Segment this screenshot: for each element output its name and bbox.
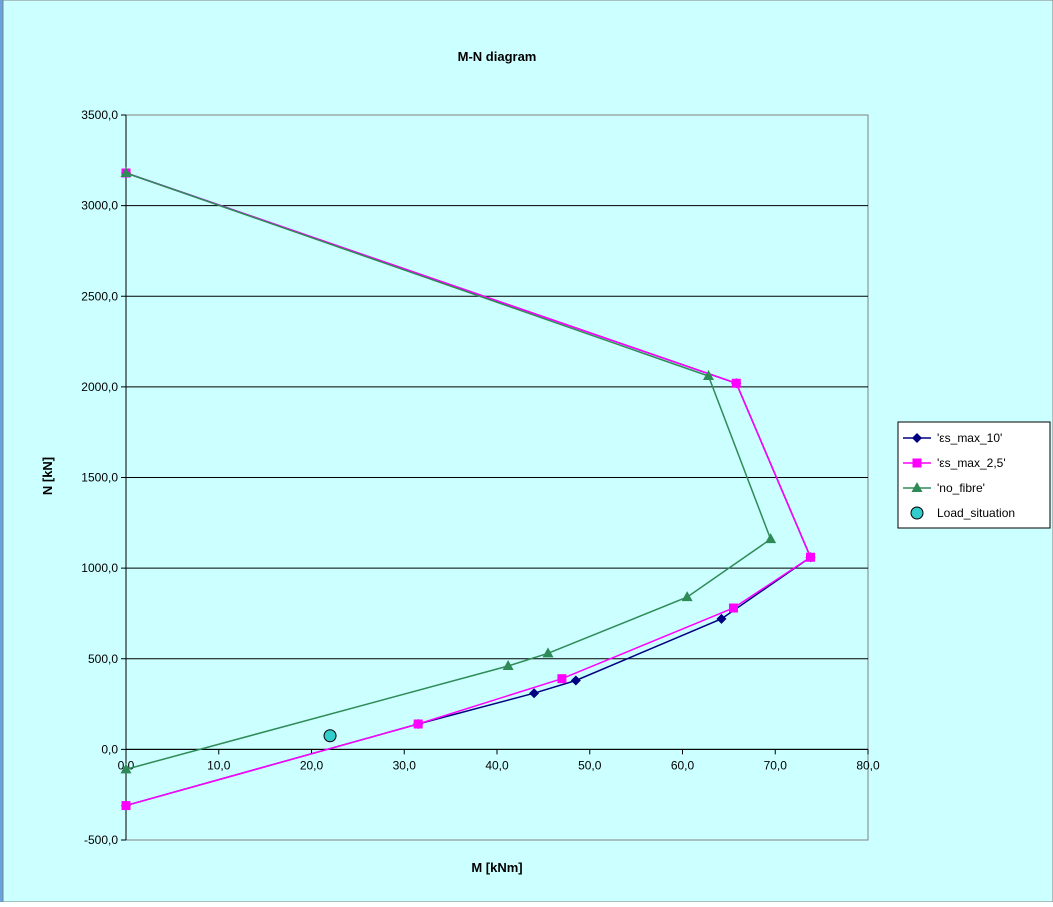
y-tick-label: 3500,0	[81, 108, 118, 122]
data-point	[529, 688, 540, 699]
legend-marker	[911, 482, 923, 492]
data-point	[502, 660, 514, 670]
axes: -500,0 0,0 500,0 1000,0 1500,0 2000,0 2500,0 30…	[81, 108, 880, 847]
x-tick-label: 40,0	[485, 758, 509, 772]
legend-label: 'εs_max_10'	[937, 431, 1002, 445]
x-tick-label: 10,0	[207, 758, 231, 772]
series-1	[121, 168, 815, 811]
data-point	[702, 370, 714, 380]
y-tick-label: 1500,0	[81, 471, 118, 485]
legend-item: 'no_fibre'	[903, 481, 985, 495]
series-2	[120, 167, 777, 774]
legend-label: Load_situation	[937, 506, 1015, 520]
x-tick-label: 70,0	[764, 758, 788, 772]
data-series	[120, 167, 816, 811]
data-point	[323, 729, 337, 743]
data-point	[413, 719, 423, 729]
x-tick-label: 80,0	[856, 758, 880, 772]
legend-label: 'no_fibre'	[937, 481, 985, 495]
series-3	[323, 729, 337, 743]
y-axis-title: N [kN]	[40, 457, 55, 495]
legend-marker	[912, 458, 922, 468]
data-point	[729, 603, 739, 613]
x-tick-label: 20,0	[300, 758, 324, 772]
y-tick-label: -500,0	[84, 833, 118, 847]
data-point	[731, 378, 741, 388]
x-axis-title: M [kNm]	[471, 860, 522, 875]
y-tick-label: 2500,0	[81, 289, 118, 303]
data-point	[805, 552, 815, 562]
data-point	[542, 647, 554, 658]
y-tick-label: 0,0	[101, 742, 118, 756]
y-tick-label: 3000,0	[81, 199, 118, 213]
y-tick-label: 2000,0	[81, 380, 118, 394]
legend-marker	[912, 433, 922, 443]
data-point	[557, 674, 567, 684]
x-tick-label: 60,0	[671, 758, 695, 772]
legend-marker	[910, 506, 924, 520]
chart-title: M-N diagram	[458, 49, 537, 64]
legend-item: Load_situation	[910, 506, 1015, 520]
legend: 'εs_max_10' 'εs_max_2,5' 'no_fibre' Load_si…	[897, 421, 1051, 529]
y-tick-label: 1000,0	[81, 561, 118, 575]
data-point	[570, 675, 581, 686]
data-point	[120, 763, 132, 774]
data-point	[121, 801, 131, 811]
x-tick-label: 50,0	[578, 758, 602, 772]
legend-item: 'εs_max_2,5'	[903, 456, 1006, 470]
data-point	[120, 167, 132, 177]
data-point	[681, 591, 693, 602]
x-tick-label: 30,0	[393, 758, 417, 772]
data-point	[765, 533, 777, 544]
legend-box	[897, 421, 1051, 529]
legend-label: 'εs_max_2,5'	[937, 456, 1006, 470]
legend-item: 'εs_max_10'	[903, 431, 1002, 445]
data-point	[716, 613, 727, 624]
y-tick-label: 500,0	[88, 652, 118, 666]
